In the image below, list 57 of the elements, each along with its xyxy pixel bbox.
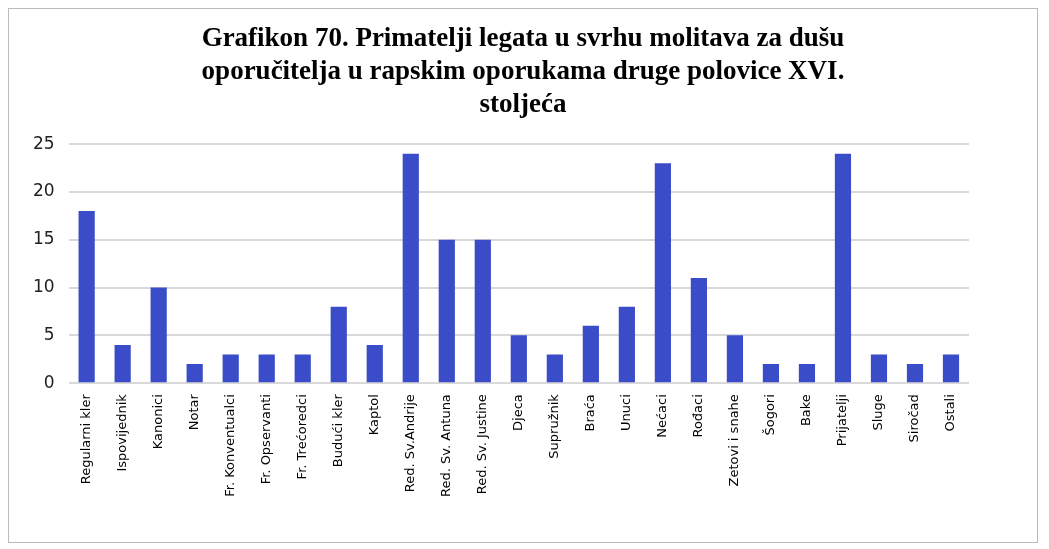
bar: [690, 278, 707, 383]
bar: [798, 364, 816, 383]
bar: [222, 354, 239, 383]
x-tick-label: Regularni kler: [78, 393, 94, 485]
x-tick-label: Djeca: [510, 394, 526, 431]
bar: [438, 239, 455, 383]
bar: [762, 364, 780, 383]
x-tick-label: Red. Sv.Andrije: [402, 394, 418, 493]
y-tick-label: 0: [43, 371, 55, 392]
bar: [330, 306, 347, 383]
chart-title: Grafikon 70. Primatelji legata u svrhu molitava za dušu oporučitelja u rapskim oporukama druge polovice XVI. stoljeća: [200, 21, 846, 120]
bar: [582, 325, 599, 383]
x-tick-label: Šogori: [762, 394, 778, 436]
bar: [654, 163, 671, 383]
x-tick-label: Fr. Opservanti: [258, 394, 274, 485]
y-tick-label: 10: [32, 276, 55, 296]
bar: [150, 287, 167, 383]
x-tick-label: Supružnik: [546, 393, 562, 459]
x-tick-label: Kaptol: [366, 394, 382, 436]
x-tick-label: Ostali: [942, 394, 958, 432]
x-tick-label: Red. Sv. Justine: [474, 394, 490, 495]
bar: [294, 354, 311, 383]
x-tick-label: Siročad: [906, 394, 922, 443]
bar: [546, 354, 563, 383]
x-tick-label: Ispovijednik: [114, 393, 130, 472]
x-tick-label: Rođaci: [690, 394, 706, 438]
bar: [186, 364, 203, 383]
bar: [258, 354, 275, 383]
bar: [474, 239, 491, 383]
y-tick-label: 20: [32, 180, 55, 201]
x-tick-label: Budući kler: [330, 393, 346, 468]
x-tick-label: Fr. Trećoredci: [294, 394, 310, 480]
bar: [870, 354, 888, 383]
bar: [366, 344, 383, 383]
bar: [726, 335, 744, 383]
bar: [906, 364, 924, 383]
x-tick-label: Notar: [186, 393, 202, 431]
bar: [834, 153, 852, 383]
bar: [618, 306, 635, 383]
x-tick-label: Zetovi i snahe: [726, 394, 742, 487]
x-tick-label: Nećaci: [654, 394, 670, 438]
bar: [402, 153, 419, 383]
x-tick-label: Sluge: [870, 394, 886, 431]
y-tick-label: 25: [32, 132, 55, 153]
x-tick-label: Fr. Konventualci: [222, 394, 238, 497]
bar: [510, 335, 527, 383]
bar: [942, 354, 960, 383]
x-tick-label: Prijatelji: [834, 394, 850, 447]
y-tick-label: 5: [43, 323, 55, 344]
x-tick-label: Kanonici: [150, 394, 166, 450]
bar: [78, 211, 95, 383]
bar: [114, 344, 131, 383]
y-tick-label: 15: [32, 228, 55, 249]
x-tick-label: Unuci: [618, 394, 634, 431]
x-tick-label: Braća: [582, 394, 598, 432]
x-tick-label: Red. Sv. Antuna: [438, 394, 454, 498]
x-tick-label: Bake: [798, 394, 814, 427]
